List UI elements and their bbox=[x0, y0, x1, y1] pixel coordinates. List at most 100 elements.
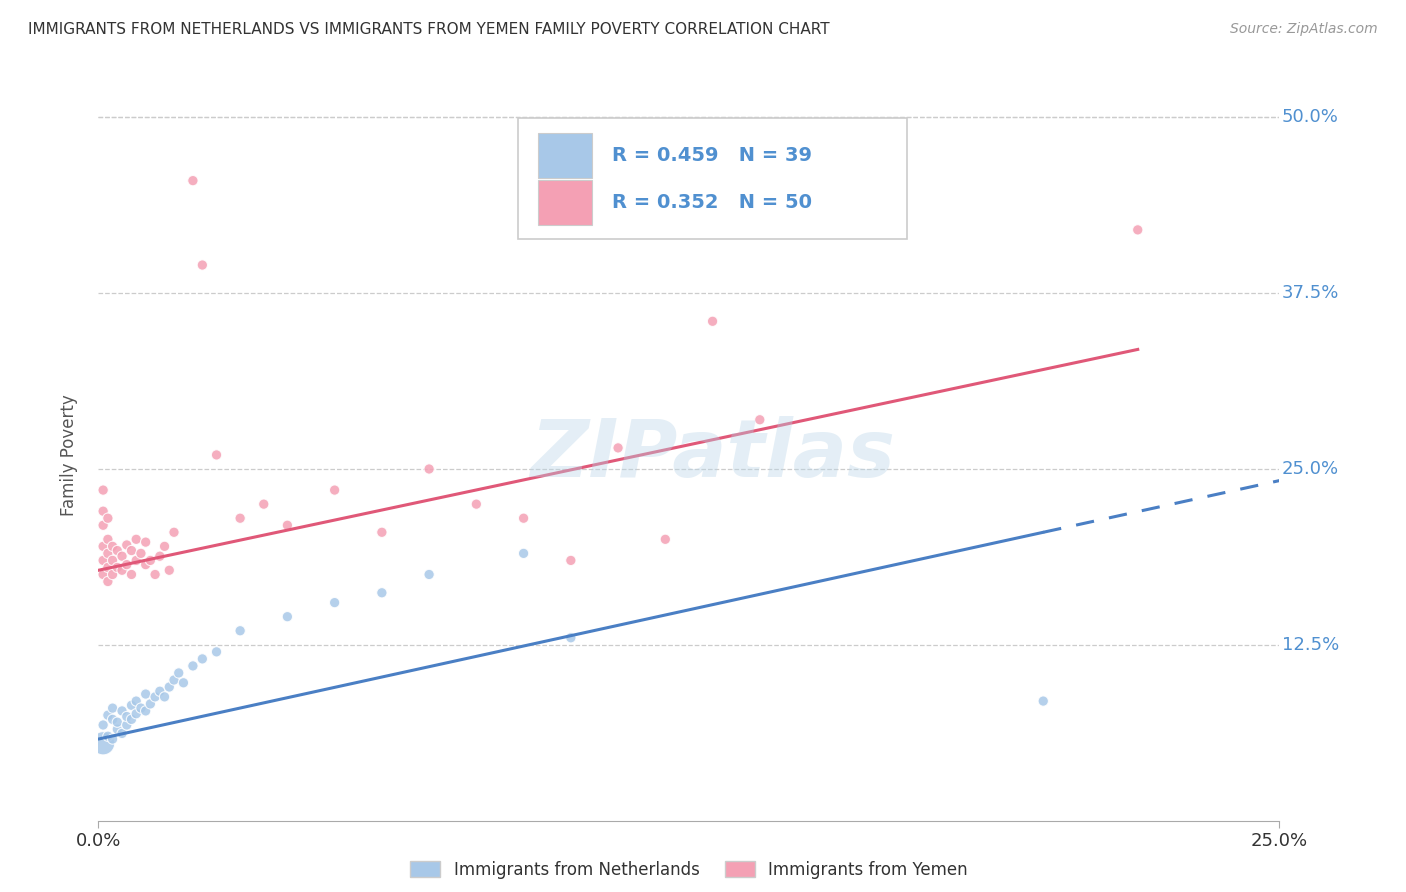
Point bbox=[191, 258, 214, 272]
Point bbox=[115, 538, 138, 552]
Point bbox=[111, 563, 134, 577]
Text: ZIPatlas: ZIPatlas bbox=[530, 416, 896, 494]
Point bbox=[371, 525, 394, 540]
Point bbox=[91, 718, 114, 732]
Point bbox=[748, 413, 770, 427]
Point bbox=[91, 567, 114, 582]
Point bbox=[560, 553, 582, 567]
Point bbox=[135, 535, 157, 549]
Point bbox=[143, 567, 166, 582]
Point bbox=[105, 723, 128, 737]
Text: 12.5%: 12.5% bbox=[1282, 636, 1339, 654]
Text: IMMIGRANTS FROM NETHERLANDS VS IMMIGRANTS FROM YEMEN FAMILY POVERTY CORRELATION : IMMIGRANTS FROM NETHERLANDS VS IMMIGRANT… bbox=[28, 22, 830, 37]
Point bbox=[111, 549, 134, 564]
Point bbox=[172, 675, 194, 690]
Point bbox=[163, 525, 186, 540]
Point bbox=[121, 712, 143, 726]
Point bbox=[105, 715, 128, 730]
Point bbox=[139, 553, 162, 567]
Point bbox=[91, 483, 114, 497]
Point bbox=[125, 553, 148, 567]
Point bbox=[101, 567, 124, 582]
Point bbox=[371, 586, 394, 600]
Point bbox=[157, 563, 180, 577]
Point bbox=[121, 567, 143, 582]
Point bbox=[91, 553, 114, 567]
Point bbox=[129, 546, 152, 560]
Point bbox=[205, 448, 228, 462]
Point bbox=[1126, 223, 1149, 237]
Text: 37.5%: 37.5% bbox=[1282, 285, 1339, 302]
Point bbox=[229, 624, 252, 638]
Point bbox=[97, 729, 120, 743]
Point bbox=[97, 574, 120, 589]
Point bbox=[115, 709, 138, 723]
Point bbox=[139, 697, 162, 711]
Point bbox=[91, 539, 114, 553]
Point bbox=[115, 718, 138, 732]
Point bbox=[105, 560, 128, 574]
Point bbox=[91, 736, 114, 750]
Point bbox=[125, 694, 148, 708]
FancyBboxPatch shape bbox=[537, 133, 592, 178]
Point bbox=[121, 698, 143, 713]
Y-axis label: Family Poverty: Family Poverty bbox=[59, 394, 77, 516]
Point bbox=[512, 511, 534, 525]
Point bbox=[101, 712, 124, 726]
Point bbox=[135, 704, 157, 718]
Text: 25.0%: 25.0% bbox=[1282, 460, 1339, 478]
Point bbox=[111, 704, 134, 718]
Point bbox=[97, 546, 120, 560]
Point bbox=[135, 687, 157, 701]
Point bbox=[191, 652, 214, 666]
Point bbox=[607, 441, 630, 455]
Point bbox=[157, 680, 180, 694]
Point bbox=[101, 539, 124, 553]
Point bbox=[91, 518, 114, 533]
Text: Source: ZipAtlas.com: Source: ZipAtlas.com bbox=[1230, 22, 1378, 37]
Point bbox=[115, 558, 138, 572]
Point bbox=[135, 558, 157, 572]
Point bbox=[97, 560, 120, 574]
Text: R = 0.459   N = 39: R = 0.459 N = 39 bbox=[612, 146, 813, 165]
Point bbox=[418, 462, 440, 476]
Point bbox=[143, 690, 166, 704]
Text: 50.0%: 50.0% bbox=[1282, 108, 1339, 127]
Point bbox=[153, 690, 176, 704]
Point bbox=[167, 665, 190, 680]
Point bbox=[97, 708, 120, 723]
Point bbox=[121, 543, 143, 558]
Point bbox=[97, 511, 120, 525]
Point bbox=[125, 533, 148, 547]
Point bbox=[101, 732, 124, 747]
Point bbox=[101, 701, 124, 715]
Point bbox=[149, 549, 172, 564]
Point bbox=[91, 504, 114, 518]
Point bbox=[125, 706, 148, 721]
Point bbox=[129, 701, 152, 715]
Point bbox=[205, 645, 228, 659]
FancyBboxPatch shape bbox=[537, 180, 592, 225]
Text: R = 0.352   N = 50: R = 0.352 N = 50 bbox=[612, 193, 813, 212]
Point bbox=[229, 511, 252, 525]
Point bbox=[253, 497, 276, 511]
FancyBboxPatch shape bbox=[517, 119, 907, 239]
Legend: Immigrants from Netherlands, Immigrants from Yemen: Immigrants from Netherlands, Immigrants … bbox=[404, 855, 974, 886]
Point bbox=[181, 659, 204, 673]
Point bbox=[654, 533, 676, 547]
Point bbox=[512, 546, 534, 560]
Point bbox=[97, 533, 120, 547]
Point bbox=[323, 596, 346, 610]
Point bbox=[1032, 694, 1054, 708]
Point bbox=[181, 174, 204, 188]
Point bbox=[276, 609, 298, 624]
Point bbox=[101, 553, 124, 567]
Point bbox=[276, 518, 298, 533]
Point bbox=[418, 567, 440, 582]
Point bbox=[560, 631, 582, 645]
Point bbox=[465, 497, 488, 511]
Point bbox=[149, 684, 172, 698]
Point bbox=[153, 539, 176, 553]
Point bbox=[323, 483, 346, 497]
Point bbox=[702, 314, 724, 328]
